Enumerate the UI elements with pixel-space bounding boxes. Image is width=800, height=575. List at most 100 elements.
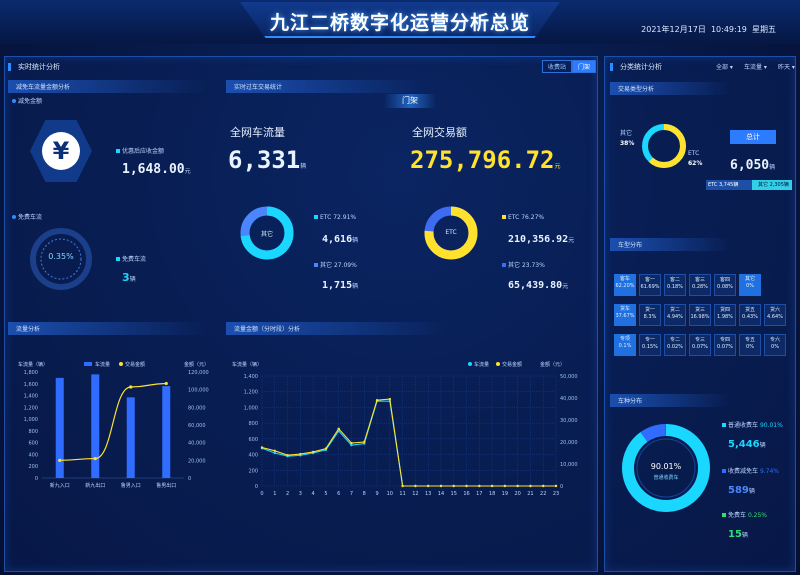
trade-other-row: 其它 23.73% — [502, 260, 545, 269]
hourly-point — [439, 484, 443, 488]
section-trade-type: 交易类型分析 — [610, 82, 730, 95]
bar-yright-label: 金额（元） — [184, 361, 209, 368]
vehicle-type-pct: 0.1% — [618, 343, 632, 349]
section-free-title: 减免车流量金额分析 — [8, 80, 208, 93]
bar-yright-tick: 80,000 — [188, 405, 206, 411]
vehicle-type-cell: 货三 16.98% — [689, 304, 711, 326]
line-x-label: 23 — [553, 491, 559, 497]
vehicle-type-pct: 37.67% — [615, 313, 635, 319]
vehicle-type-name: 货五 — [744, 307, 755, 313]
bar-x-label: 鲁男出口 — [156, 482, 176, 489]
vehicle-type-pct: 8.3% — [643, 314, 657, 320]
line-yleft-tick: 400 — [248, 453, 258, 459]
line-yleft-tick: 600 — [248, 437, 258, 443]
vehicle-type-cell: 货二 4.94% — [664, 304, 686, 326]
tab-toll-station[interactable]: 收费站 — [542, 60, 573, 73]
hourly-series-line — [261, 400, 556, 487]
vehicle-type-cell: 货一 8.3% — [639, 304, 661, 326]
car-center-pct: 90.01% — [650, 462, 682, 471]
bar-x-label: 鲁男入口 — [121, 482, 141, 489]
total-button[interactable]: 总计 — [730, 130, 776, 144]
car-center-label: 普通收费车 — [653, 475, 679, 481]
weekday-text: 星期五 — [752, 25, 776, 34]
hourly-point — [324, 447, 328, 450]
hourly-point — [311, 450, 315, 454]
direction-dropdown[interactable]: 全部 ▾ — [716, 64, 733, 71]
hourly-point — [452, 484, 455, 488]
line-x-label: 19 — [502, 491, 508, 497]
page-title: 九江二桥数字化运营分析总览 — [269, 12, 530, 34]
vehicle-type-pct: 0.08% — [717, 284, 733, 290]
vehicle-type-name: 客三 — [694, 277, 705, 283]
line-x-label: 12 — [412, 491, 418, 497]
vehicle-type-cell: 专二 0.02% — [664, 334, 686, 356]
bar-yright-tick: 120,000 — [188, 370, 209, 376]
amount-point — [58, 458, 62, 462]
bar-yleft-ticks: 1,800 1,600 1,400 1,200 1,000 800 600 400 200 0 — [24, 370, 38, 482]
hourly-point — [542, 484, 545, 488]
car-item-2-value: 15辆 — [728, 529, 748, 540]
section-realtime-title: 实时过车交易统计 — [226, 80, 426, 93]
vehicle-type-pct: 0.15% — [642, 344, 658, 350]
line-yright-tick: 50,000 — [560, 374, 578, 380]
flow-bar — [91, 374, 100, 478]
vehicle-type-pct: 0.43% — [742, 314, 758, 320]
line-legend-a: 车流量 — [474, 361, 489, 368]
car-kind-donut — [622, 424, 710, 512]
yen-icon: ¥ — [42, 132, 80, 170]
bar-legend-line: 交易金额 — [125, 361, 145, 368]
tab-gantry[interactable]: 门架 — [572, 60, 597, 73]
trade-etc-value: 210,356.92元 — [508, 234, 575, 245]
bar-yright-tick: 60,000 — [188, 423, 206, 429]
hourly-point — [260, 446, 264, 449]
metric-dropdown[interactable]: 车流量 ▾ — [744, 64, 767, 71]
flow-bar-chart: 车流量（辆） 金额（元） 车流量 交易金额 1,800 1,600 1,400 1,2… — [18, 361, 209, 489]
hourly-series-line — [261, 398, 556, 487]
vehicle-type-cell: 专三 0.07% — [689, 334, 711, 356]
line-x-label: 15 — [451, 491, 457, 497]
line-x-label: 3 — [299, 491, 302, 497]
line-x-label: 0 — [260, 491, 263, 497]
line-x-label: 2 — [286, 491, 289, 497]
section-car-kind: 车种分布 — [610, 394, 730, 407]
vehicle-type-name: 专五 — [744, 337, 755, 343]
section-hourly-analysis: 流量金额（分时段）分析 — [226, 322, 446, 335]
hourly-point — [478, 484, 481, 488]
line-grid — [261, 375, 557, 487]
vehicle-type-pct: 4.94% — [667, 314, 683, 320]
line-x-label: 14 — [438, 491, 444, 497]
amount-point — [164, 381, 168, 386]
vehicle-type-name: 专三 — [694, 337, 705, 343]
day-dropdown[interactable]: 昨天 ▾ — [778, 64, 795, 71]
line-yleft-tick: 0 — [255, 484, 258, 490]
trade-title: 全网交易额 — [412, 126, 467, 139]
free-vehicle-desc: 免费车流 — [116, 254, 146, 263]
bar-yleft-tick: 200 — [28, 464, 38, 470]
hourly-point — [350, 443, 353, 447]
flow-etc-value: 4,616辆 — [322, 234, 359, 245]
section-vehicle-type: 车型分布 — [610, 238, 730, 251]
bar-yright-ticks: 120,000 100,000 80,000 60,000 40,000 20,000 0 — [188, 370, 209, 482]
line-legend-b-swatch — [496, 362, 500, 366]
line-x-label: 16 — [463, 491, 469, 497]
vehicle-type-pct: 0.07% — [692, 344, 708, 350]
vehicle-type-pct: 16.98% — [690, 314, 710, 320]
vehicle-type-pct: 4.64% — [767, 314, 783, 320]
vehicle-type-name: 客车 — [619, 276, 630, 282]
hourly-point — [273, 449, 276, 452]
vehicle-type-cell: 其它 0% — [739, 274, 761, 296]
vehicle-type-name: 客二 — [669, 277, 680, 283]
line-x-label: 5 — [324, 491, 327, 497]
gantry-tag: 门架 — [384, 94, 436, 108]
bar-legend-line-swatch — [119, 362, 123, 366]
line-x-label: 13 — [425, 491, 431, 497]
flow-total: 6,331辆 — [228, 146, 307, 174]
line-x-label: 18 — [489, 491, 495, 497]
datetime: 2021年12月17日 10:49:19 星期五 — [641, 24, 776, 35]
hourly-point — [529, 484, 532, 488]
line-series — [260, 397, 558, 488]
free-vehicle-label: 免费车流 — [12, 212, 42, 221]
hourly-point — [516, 484, 519, 488]
vehicle-type-pct: 1.98% — [717, 314, 733, 320]
vehicle-type-name: 货四 — [719, 307, 730, 313]
